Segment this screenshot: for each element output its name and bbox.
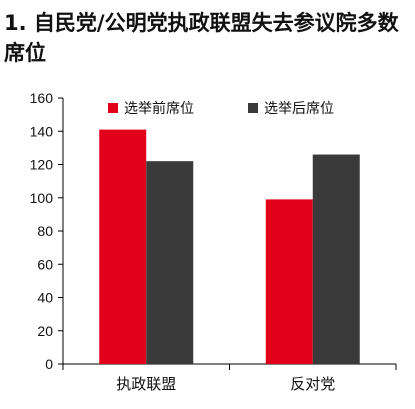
y-tick-label: 0	[45, 356, 53, 372]
chart-bars	[99, 129, 360, 364]
legend-swatch	[248, 103, 258, 113]
y-tick-label: 80	[37, 223, 53, 239]
y-tick-label: 140	[30, 123, 54, 139]
legend-swatch	[108, 103, 118, 113]
x-tick-label: 执政联盟	[116, 375, 176, 393]
bar-before	[99, 129, 147, 364]
y-tick-label: 120	[30, 157, 54, 173]
legend-label: 选举前席位	[124, 100, 194, 117]
legend-label: 选举后席位	[264, 101, 334, 117]
chart-legend: 选举前席位 选举后席位	[108, 100, 334, 117]
chart-title: 1. 自民党/公明党执政联盟失去参议院多数席位	[4, 11, 399, 65]
y-tick-label: 160	[30, 90, 54, 106]
y-tick-label: 100	[30, 190, 54, 206]
bar-after	[312, 154, 360, 364]
chart-axes: 0 20 40 60 80 100 120 140 160 执政联盟 反对党	[30, 90, 397, 393]
y-tick-label: 40	[37, 290, 53, 306]
x-tick-label: 反对党	[290, 375, 335, 393]
bar-after	[146, 161, 194, 364]
bar-before	[265, 199, 313, 364]
y-tick-label: 20	[37, 323, 53, 339]
y-tick-label: 60	[37, 256, 53, 272]
